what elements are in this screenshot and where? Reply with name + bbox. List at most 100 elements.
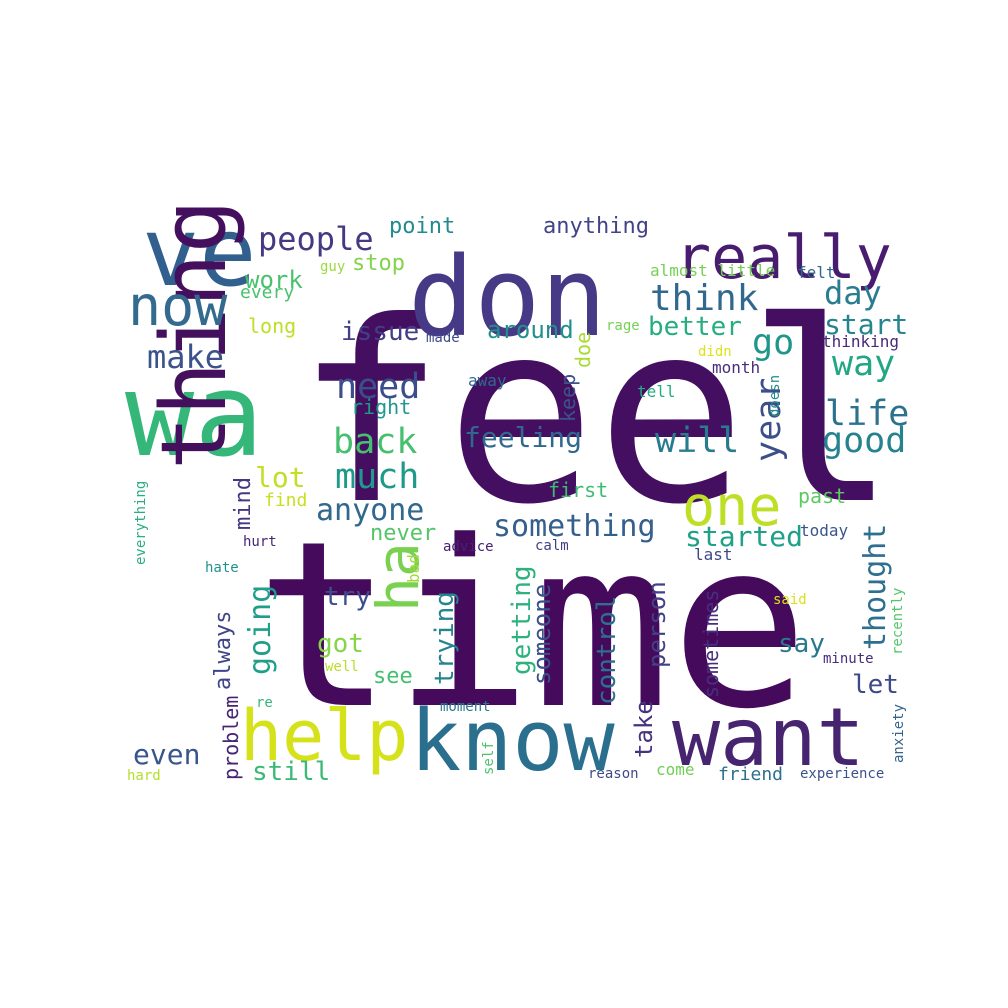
word-getting: getting [507,565,537,675]
word-long: long [248,314,296,338]
word-didn: didn [698,344,732,360]
word-one: one [682,474,781,538]
word-recently: recently [890,588,906,655]
word-right: right [351,395,411,419]
word-control: control [592,595,622,705]
word-go: go [752,323,794,363]
word-thing: thing [142,199,247,470]
word-think: think [650,278,759,319]
word-trying: trying [430,591,460,685]
word-advice: advice [443,539,494,555]
word-mind: mind [231,477,256,530]
word-start: start [824,308,908,341]
word-lot: lot [255,461,306,494]
word-someone: someone [528,584,556,685]
word-reason: reason [588,766,639,782]
word-say: say [778,629,825,659]
word-experience: experience [800,766,884,782]
word-friend: friend [718,764,783,785]
word-well: well [325,659,359,675]
word-year: year [749,378,789,462]
word-person: person [643,581,671,668]
word-anyone: anyone [316,493,424,528]
word-minute: minute [823,651,874,667]
word-find: find [264,490,307,511]
word-ha: ha [364,542,432,612]
word-every: every [240,282,294,303]
word-know: know [410,692,616,791]
word-made: made [426,330,460,346]
word-said: said [773,592,807,608]
word-don: don [408,233,607,361]
word-really: really [675,223,892,293]
word-hurt: hurt [243,534,277,550]
word-much: much [335,457,419,497]
word-tell: tell [637,382,676,401]
word-let: let [852,670,899,700]
word-felt: felt [797,263,836,282]
word-never: never [370,521,436,546]
word-re: re [256,695,273,711]
word-away: away [468,371,507,390]
word-work: work [245,266,303,294]
word-point: point [389,214,455,239]
word-now: now [128,274,228,338]
word-want: want [672,691,865,784]
word-anxiety: anxiety [891,704,907,763]
word-calm: calm [535,538,569,554]
word-issue: issue [341,317,419,347]
word-life: life [825,394,909,434]
word-got: got [317,629,364,659]
word-doesn: doesn [767,375,783,417]
word-see: see [373,664,413,689]
word-keep: keep [556,374,580,422]
word-people: people [258,220,374,258]
word-still: still [252,757,330,787]
word-make: make [147,338,224,376]
word-rage: rage [606,318,640,334]
word-will: will [655,421,739,461]
word-stop: stop [352,251,405,276]
word-bad: bad [404,554,423,583]
word-hard: hard [127,768,161,784]
word-thought: thought [858,524,893,650]
word-good: good [822,421,906,461]
word-around: around [487,316,574,344]
word-thinking: thinking [822,332,899,351]
word-try: try [324,582,371,612]
word-today: today [800,521,849,540]
word-something: something [493,509,656,544]
word-wa: wa [125,349,263,483]
word-going: going [243,585,278,675]
word-even: even [133,738,200,771]
word-doe: doe [571,332,595,368]
word-feel: feel [295,268,897,559]
word-almost-little: almost little [650,261,775,280]
word-problem: problem [219,696,243,780]
word-guy: guy [320,259,345,275]
word-need: need [336,367,420,407]
word-back: back [333,422,417,462]
word-anything: anything [543,214,649,239]
word-started: started [685,520,803,553]
word-past: past [798,484,846,508]
word-always: always [211,611,236,690]
word-moment: moment [440,699,491,715]
word-way: way [832,344,895,384]
word-come: come [656,760,695,779]
word-sometimes: sometimes [699,590,723,698]
word-feeling: feeling [464,421,582,454]
word-better: better [648,312,742,342]
word-last: last [694,545,733,564]
word-self: self [481,741,497,775]
word-day: day [824,274,882,312]
word-month: month [712,358,760,377]
word-help: help [240,695,409,777]
word-take: take [630,700,658,758]
word-hate: hate [205,560,239,576]
word-ve: ve [142,198,256,308]
word-everything: everything [133,481,149,565]
word-time: time [255,493,809,760]
word-first: first [548,478,608,502]
